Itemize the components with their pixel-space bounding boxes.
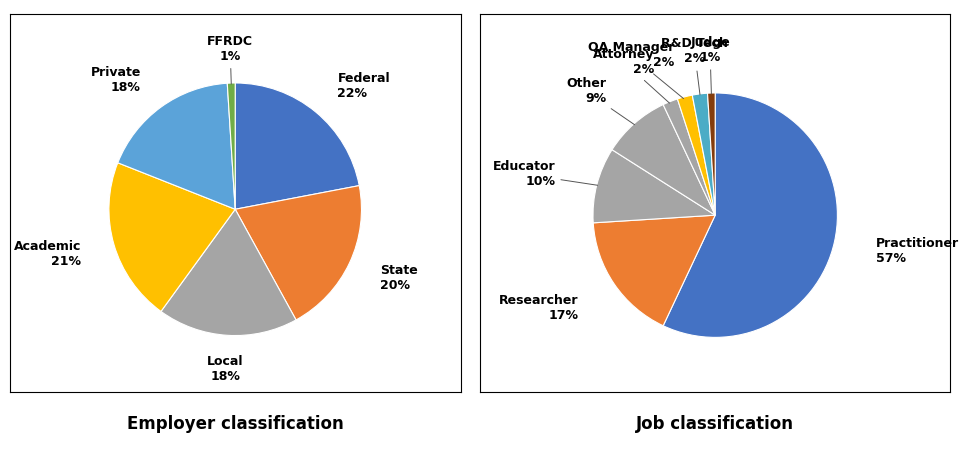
- Text: Employer classification: Employer classification: [127, 415, 344, 433]
- Text: Job classification: Job classification: [636, 415, 794, 433]
